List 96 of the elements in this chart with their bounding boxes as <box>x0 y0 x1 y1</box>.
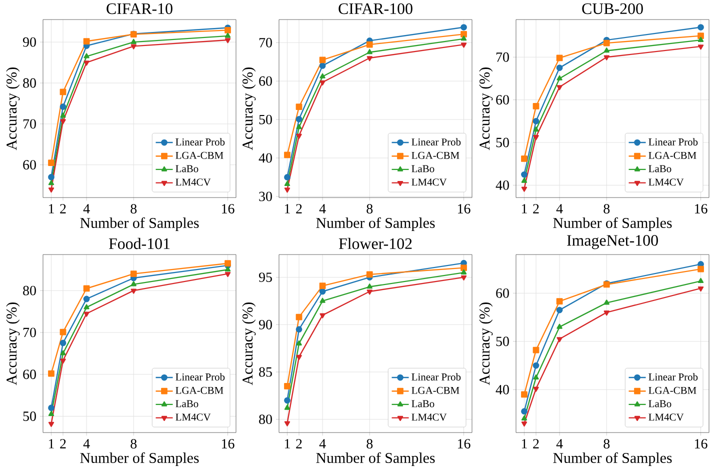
y-tick-label: 90 <box>22 38 36 48</box>
x-tick-label: 8 <box>130 204 137 214</box>
chart-title: CUB-200 <box>582 4 643 14</box>
y-tick-label: 80 <box>23 286 36 296</box>
y-tick-label: 50 <box>496 336 509 346</box>
y-tick-label: 40 <box>496 180 509 190</box>
legend-label: LGA-CBM <box>176 387 224 394</box>
legend-label: Linear Prob <box>648 138 698 146</box>
y-tick-label: 70 <box>23 119 36 129</box>
legend-label: LaBo <box>412 166 434 172</box>
y-axis-title: Accuracy (%) <box>479 68 493 150</box>
legend-label: LM4CV <box>176 414 211 421</box>
chart-title: CIFAR-10 <box>106 4 172 14</box>
legend-label: LaBo <box>412 400 434 408</box>
x-tick-label: 4 <box>556 439 563 448</box>
y-axis-title: Accuracy (%) <box>242 302 256 386</box>
x-tick-label: 16 <box>222 204 234 214</box>
x-tick-label: 2 <box>60 204 66 214</box>
x-axis-title: Number of Samples <box>80 452 199 466</box>
x-axis-title: Number of Samples <box>316 452 435 466</box>
x-tick-label: 8 <box>604 439 610 449</box>
legend-label: LaBo <box>648 400 672 408</box>
y-tick-label: 60 <box>259 76 272 86</box>
x-tick-label: 1 <box>48 204 54 214</box>
x-axis-title: Number of Samples <box>316 218 435 232</box>
x-tick-label: 4 <box>319 204 326 214</box>
x-tick-label: 1 <box>48 439 54 449</box>
x-tick-label: 16 <box>222 439 234 449</box>
y-tick-label: 85 <box>259 367 272 377</box>
y-tick-label: 80 <box>23 78 36 88</box>
x-tick-label: 1 <box>522 204 527 214</box>
x-tick-label: 16 <box>458 204 470 214</box>
legend-label: LM4CV <box>412 178 447 186</box>
legend-label: Linear Prob <box>176 373 225 381</box>
y-tick-label: 70 <box>23 328 36 338</box>
x-tick-label: 1 <box>522 439 527 449</box>
x-tick-label: 4 <box>83 439 90 448</box>
chart-title: Flower-102 <box>338 238 412 250</box>
legend-label: LM4CV <box>648 178 684 186</box>
legend-label: LaBo <box>648 166 672 172</box>
y-tick-label: 40 <box>496 385 509 395</box>
y-tick-label: 70 <box>259 38 272 48</box>
y-axis-title: Accuracy (%) <box>6 68 20 150</box>
y-tick-label: 60 <box>23 370 36 380</box>
legend-label: Linear Prob <box>412 373 461 381</box>
x-tick-label: 8 <box>366 204 373 214</box>
x-tick-label: 4 <box>83 204 90 214</box>
chart-title: ImageNet-100 <box>567 235 658 250</box>
legend-label: LGA-CBM <box>176 152 224 160</box>
legend-label: LM4CV <box>412 414 447 421</box>
legend-label: Linear Prob <box>176 138 225 146</box>
legend-label: LM4CV <box>648 414 684 421</box>
x-tick-label: 16 <box>695 439 708 449</box>
legend-label: Linear Prob <box>648 373 698 381</box>
y-tick-label: 50 <box>496 138 509 148</box>
legend-label: LGA-CBM <box>648 152 696 160</box>
y-axis-title: Accuracy (%) <box>479 302 493 386</box>
x-tick-label: 4 <box>556 204 563 214</box>
x-tick-label: 2 <box>533 204 539 214</box>
legend-label: LGA-CBM <box>412 152 460 160</box>
x-tick-label: 4 <box>319 439 326 448</box>
y-tick-label: 95 <box>258 272 272 282</box>
chart-title: Food-101 <box>108 238 170 250</box>
x-tick-label: 1 <box>284 439 290 449</box>
x-tick-label: 2 <box>296 204 302 214</box>
y-axis-title: Accuracy (%) <box>242 68 256 150</box>
x-tick-label: 16 <box>695 204 708 214</box>
y-tick-label: 50 <box>23 412 36 422</box>
x-tick-label: 16 <box>458 439 470 449</box>
y-tick-label: 30 <box>259 192 272 202</box>
legend-label: LaBo <box>176 400 198 408</box>
x-axis-title: Number of Samples <box>553 218 672 232</box>
legend-label: LGA-CBM <box>412 387 460 394</box>
y-axis-title: Accuracy (%) <box>6 302 20 386</box>
y-tick-label: 90 <box>258 320 272 330</box>
x-axis-title: Number of Samples <box>553 452 672 466</box>
y-tick-label: 50 <box>259 115 272 124</box>
x-tick-label: 8 <box>130 439 137 449</box>
x-tick-label: 8 <box>604 204 610 214</box>
chart-title: CIFAR-100 <box>338 4 412 14</box>
y-tick-label: 60 <box>23 160 36 170</box>
y-tick-label: 70 <box>496 52 509 62</box>
x-tick-label: 2 <box>533 439 539 449</box>
y-tick-label: 60 <box>496 95 509 105</box>
legend-label: Linear Prob <box>412 138 461 146</box>
x-axis-title: Number of Samples <box>80 218 199 232</box>
x-tick-label: 1 <box>284 204 290 214</box>
y-tick-label: 60 <box>496 288 509 298</box>
legend-label: LaBo <box>176 166 198 172</box>
legend-label: LM4CV <box>176 178 211 186</box>
y-tick-label: 80 <box>259 414 272 424</box>
x-tick-label: 2 <box>296 439 302 449</box>
x-tick-label: 8 <box>366 439 373 449</box>
x-tick-label: 2 <box>60 439 66 449</box>
legend-label: LGA-CBM <box>648 387 696 394</box>
y-tick-label: 40 <box>258 153 272 163</box>
